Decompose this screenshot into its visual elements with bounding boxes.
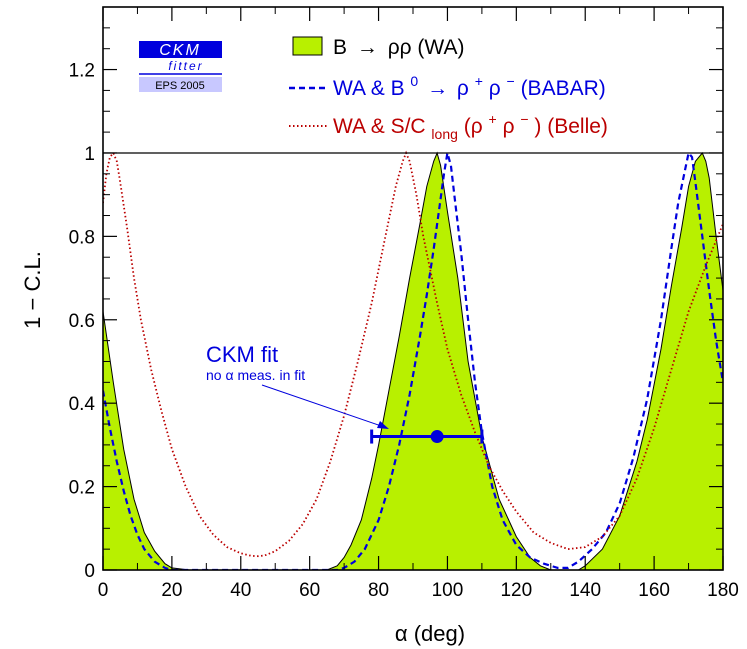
y-tick-label: 0.2 <box>69 478 95 499</box>
axis-ticks: 0 20 40 60 80 100 120 140 160 180 0 0.2 0.4 0.6 0.8 1 1.… <box>69 7 739 601</box>
x-tick-label: 160 <box>638 580 670 601</box>
legend-entry-wa: B → ρρ (WA) <box>292 36 464 59</box>
legend-belle-text2: (ρ <box>464 115 483 138</box>
right-arrow-icon: → <box>357 36 378 59</box>
legend-babar-sup1: + <box>475 73 483 89</box>
legend-wa-suffix: ρρ (WA) <box>388 36 465 59</box>
legend-belle-text4: ) (Belle) <box>534 115 608 138</box>
legend-belle-sub: long <box>431 126 457 142</box>
ckm-fit-title: CKM fit <box>206 342 278 367</box>
y-tick-label: 0.6 <box>69 311 95 332</box>
fit-point <box>370 429 484 444</box>
x-tick-label: 120 <box>500 580 532 601</box>
plot-data <box>103 150 723 570</box>
ckm-fit-subtitle: no α meas. in fit <box>206 367 305 383</box>
ckmfitter-logo: CKM fitter EPS 2005 <box>139 41 222 92</box>
x-tick-label: 180 <box>707 580 739 601</box>
x-tick-label: 20 <box>161 580 182 601</box>
legend: B → ρρ (WA) WA & B 0 → ρ + ρ − (BABAR) W… <box>289 36 608 144</box>
legend-entry-belle: WA & S/C long (ρ + ρ − ) (Belle) <box>289 106 608 144</box>
legend-belle-sup1: + <box>489 111 497 127</box>
svg-text:WA & B 0 →: WA & B 0 → ρ + ρ − (BABAR) <box>333 68 606 100</box>
annotation-arrowhead-icon <box>377 421 389 429</box>
series-belle-line <box>103 150 723 558</box>
legend-babar-text2: ρ <box>457 77 469 100</box>
y-tick-label: 1 <box>84 144 95 165</box>
x-tick-label: 100 <box>432 580 464 601</box>
y-tick-label: 0 <box>84 561 95 582</box>
x-axis-title: α (deg) <box>395 621 465 646</box>
legend-babar-text4: (BABAR) <box>521 77 606 100</box>
legend-babar-sup0: 0 <box>410 73 418 89</box>
x-tick-label: 40 <box>230 580 251 601</box>
svg-text:B → ρρ (WA): B → ρρ (WA) <box>333 36 464 59</box>
y-axis-title: 1 − C.L. <box>20 251 45 329</box>
series-wa-area <box>103 151 723 570</box>
y-tick-label: 0.8 <box>69 227 95 248</box>
logo-eps-text: EPS 2005 <box>155 80 205 92</box>
legend-babar-text3: ρ <box>489 77 501 100</box>
right-arrow-icon: → <box>427 77 448 100</box>
logo-ckm-text: CKM <box>159 42 201 59</box>
legend-wa-prefix: B <box>333 36 347 59</box>
ckm-fit-annotation: CKM fit no α meas. in fit <box>206 342 389 429</box>
annotation-arrow-line <box>261 384 388 429</box>
svg-text:WA & S/C long: WA & S/C long (ρ + ρ − ) (Belle) <box>333 106 608 144</box>
x-tick-label: 0 <box>98 580 109 601</box>
legend-swatch-wa <box>292 36 323 56</box>
x-tick-label: 60 <box>299 580 320 601</box>
y-tick-label: 0.4 <box>69 394 96 415</box>
logo-fitter-text: fitter <box>168 59 203 73</box>
series-babar-line <box>103 150 723 570</box>
legend-babar-sup2: − <box>507 73 515 89</box>
legend-belle-text3: ρ <box>503 115 515 138</box>
fit-marker <box>430 430 444 444</box>
x-tick-label: 140 <box>569 580 601 601</box>
legend-babar-text1: WA & B <box>333 77 405 100</box>
legend-entry-babar: WA & B 0 → ρ + ρ − (BABAR) <box>289 68 606 100</box>
x-tick-label: 80 <box>368 580 389 601</box>
legend-belle-sup2: − <box>520 111 528 127</box>
y-tick-label: 1.2 <box>69 61 95 82</box>
legend-belle-text1: WA & S/C <box>333 115 426 138</box>
